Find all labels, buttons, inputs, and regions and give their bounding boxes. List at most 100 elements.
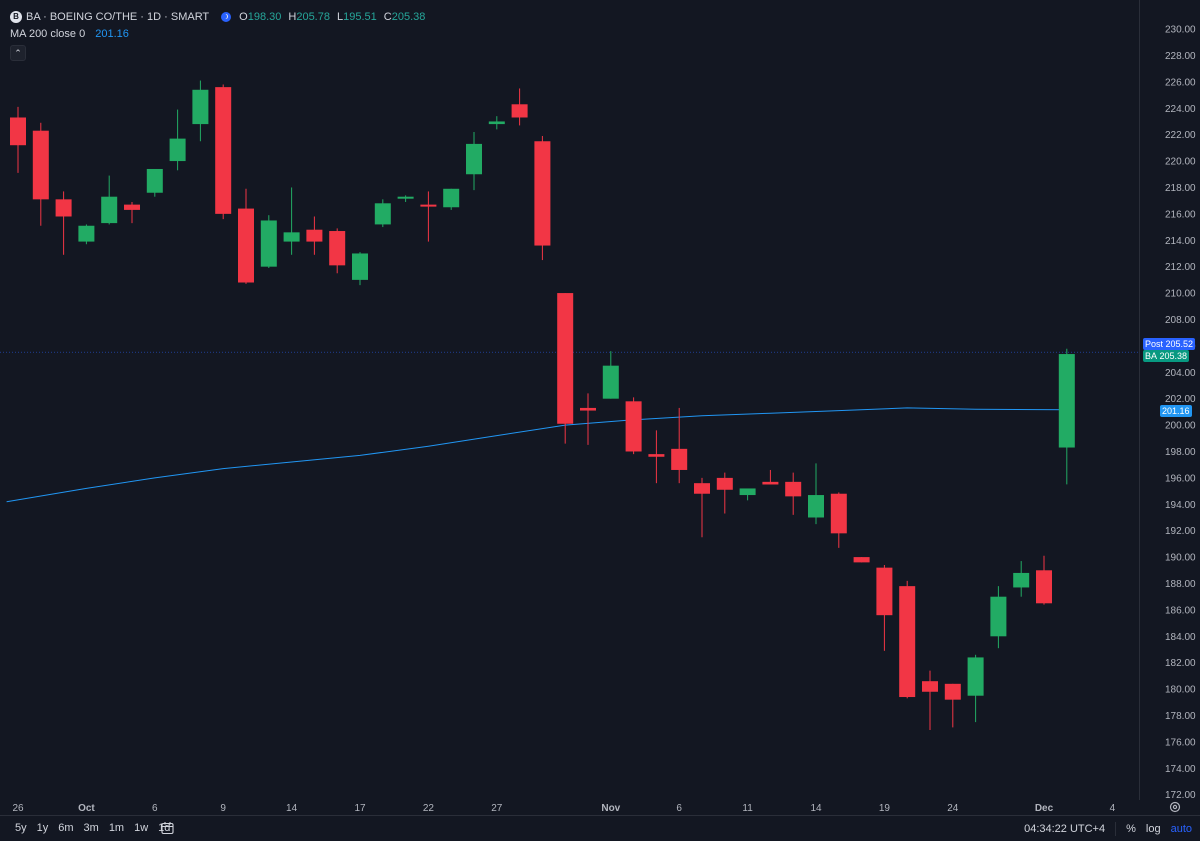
price-tick-label: 224.00 xyxy=(1165,104,1196,115)
price-tick-label: 176.00 xyxy=(1165,737,1196,748)
symbol-title[interactable]: BA · BOEING CO/THE · 1D · SMART xyxy=(26,10,210,23)
candle-body xyxy=(557,293,574,424)
candle-body xyxy=(694,483,710,494)
time-tick-label: 4 xyxy=(1110,803,1116,814)
candle xyxy=(762,469,779,485)
candle xyxy=(967,654,984,723)
time-tick-label: 6 xyxy=(676,803,682,814)
price-tick-label: 208.00 xyxy=(1165,315,1196,326)
time-tick-label: 19 xyxy=(879,803,891,814)
range-3m-button[interactable]: 3m xyxy=(83,822,99,834)
candle xyxy=(101,175,118,225)
candle xyxy=(853,557,870,563)
divider xyxy=(1115,822,1117,836)
log-scale-button[interactable]: log xyxy=(1145,823,1161,835)
price-tick-label: 228.00 xyxy=(1165,51,1196,62)
price-tick-label: 212.00 xyxy=(1165,262,1196,273)
candle xyxy=(238,188,254,284)
candle-body xyxy=(32,130,49,200)
range-1d-button[interactable]: 1d xyxy=(158,822,171,834)
ma-legend-row[interactable]: MA 200 close 0 201.16 xyxy=(10,25,428,42)
candle xyxy=(192,80,209,142)
price-tick-label: 202.00 xyxy=(1165,394,1196,405)
candle xyxy=(648,430,665,484)
candle xyxy=(830,492,847,548)
market-status-icon[interactable] xyxy=(221,11,232,22)
bottom-toolbar: 5y 1y 6m 3m 1m 1w 1d 04:34:22 UTC+4 % lo… xyxy=(0,815,1200,841)
price-tick-label: 178.00 xyxy=(1165,711,1196,722)
candle xyxy=(1036,555,1052,605)
candle xyxy=(990,586,1007,649)
price-tick-label: 210.00 xyxy=(1165,289,1196,300)
price-tick-label: 218.00 xyxy=(1165,183,1196,194)
candle-body xyxy=(352,253,368,280)
gear-icon[interactable] xyxy=(1168,800,1182,814)
time-axis[interactable]: 26 Oct 6 9 14 17 22 27 Nov 6 11 14 19 24 Dec 4 xyxy=(0,800,1140,815)
time-tick-label: 17 xyxy=(354,803,366,814)
symbol-tag-label: BA xyxy=(1145,351,1158,361)
candle-body xyxy=(625,401,642,452)
chart-pane[interactable] xyxy=(0,0,1140,800)
price-tick-label: 184.00 xyxy=(1165,632,1196,643)
candle xyxy=(488,116,505,130)
candle xyxy=(78,224,95,245)
candle-body xyxy=(1013,572,1030,588)
time-tick-label: Dec xyxy=(1035,803,1054,814)
candle-body xyxy=(534,141,551,246)
candle xyxy=(899,580,916,699)
price-tick-label: 222.00 xyxy=(1165,130,1196,141)
range-1w-button[interactable]: 1w xyxy=(134,822,149,834)
price-tick-label: 214.00 xyxy=(1165,236,1196,247)
candle-body xyxy=(967,657,984,696)
candle-body xyxy=(283,232,300,242)
price-tick-label: 174.00 xyxy=(1165,764,1196,775)
candle-body xyxy=(260,220,277,267)
candle xyxy=(10,106,26,173)
price-tick-label: 188.00 xyxy=(1165,579,1196,590)
ma-value: 201.16 xyxy=(95,27,129,40)
time-tick-label: 14 xyxy=(286,803,298,814)
candle-body xyxy=(488,121,505,125)
range-1m-button[interactable]: 1m xyxy=(108,822,125,834)
bottom-right-controls: 04:34:22 UTC+4 % log auto xyxy=(1024,822,1192,836)
candle-body xyxy=(55,199,72,217)
candle xyxy=(306,216,323,255)
candle-body xyxy=(101,196,118,224)
candle-body xyxy=(124,204,140,210)
candle-body xyxy=(1036,570,1052,604)
candlestick-plot[interactable] xyxy=(0,0,1140,800)
time-tick-label: 11 xyxy=(742,803,753,814)
range-1y-button[interactable]: 1y xyxy=(36,822,49,834)
candle-body xyxy=(739,488,756,496)
time-tick-label: 26 xyxy=(12,803,24,814)
candle-body xyxy=(215,87,232,214)
candle-body xyxy=(329,231,346,266)
symbol-tag-value: 205.38 xyxy=(1159,351,1188,361)
price-tick-label: 216.00 xyxy=(1165,209,1196,220)
candle xyxy=(374,199,391,228)
calendar-icon[interactable] xyxy=(160,821,176,835)
chevron-up-icon[interactable]: ⌃ xyxy=(10,45,26,61)
ohlc-high: H205.78 xyxy=(288,10,330,23)
range-6m-button[interactable]: 6m xyxy=(58,822,74,834)
candle-body xyxy=(511,104,528,118)
candle-body xyxy=(830,493,847,534)
range-5y-button[interactable]: 5y xyxy=(15,822,27,834)
candle-body xyxy=(466,143,482,175)
candle xyxy=(169,109,186,171)
time-tick-label: 9 xyxy=(220,803,226,814)
candle xyxy=(146,168,163,197)
chart-legend: B BA · BOEING CO/THE · 1D · SMART O198.3… xyxy=(10,8,428,61)
auto-scale-button[interactable]: auto xyxy=(1170,823,1192,835)
price-tick-label: 194.00 xyxy=(1165,500,1196,511)
candle-body xyxy=(922,681,938,692)
price-tick-label: 220.00 xyxy=(1165,157,1196,168)
symbol-legend-row[interactable]: B BA · BOEING CO/THE · 1D · SMART O198.3… xyxy=(10,8,428,25)
candle xyxy=(397,195,414,202)
price-tick-label: 200.00 xyxy=(1165,421,1196,432)
clock-readout[interactable]: 04:34:22 UTC+4 xyxy=(1024,823,1106,835)
candle xyxy=(557,293,574,444)
price-axis[interactable]: 230.00 228.00 226.00 224.00 222.00 220.00 218.… xyxy=(1140,0,1200,800)
percent-scale-button[interactable]: % xyxy=(1126,823,1136,835)
ma200-line xyxy=(6,407,1067,503)
